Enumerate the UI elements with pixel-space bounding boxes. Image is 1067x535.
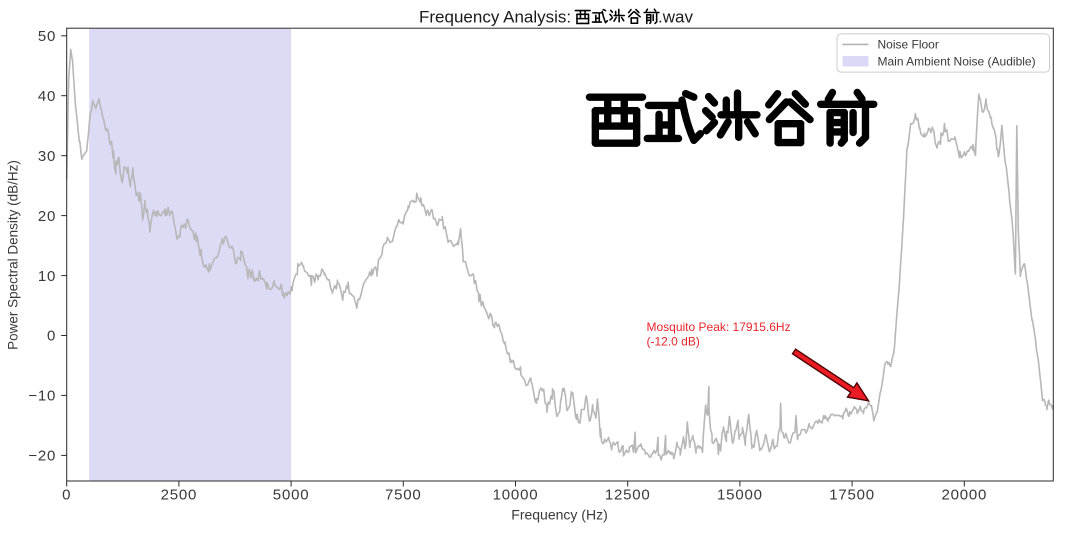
svg-text:20: 20 bbox=[38, 208, 56, 225]
svg-text:Noise Floor: Noise Floor bbox=[878, 38, 939, 52]
svg-text:Frequency (Hz): Frequency (Hz) bbox=[511, 507, 607, 523]
svg-text:−10: −10 bbox=[28, 388, 56, 405]
svg-text:Power Spectral Density (dB/Hz): Power Spectral Density (dB/Hz) bbox=[6, 160, 21, 350]
svg-text:10: 10 bbox=[38, 268, 56, 285]
svg-text:30: 30 bbox=[38, 148, 56, 165]
svg-text:50: 50 bbox=[38, 28, 56, 45]
svg-text:0: 0 bbox=[47, 328, 56, 345]
svg-text:10000: 10000 bbox=[493, 487, 539, 504]
svg-text:0: 0 bbox=[62, 487, 71, 504]
svg-text:Main Ambient Noise (Audible): Main Ambient Noise (Audible) bbox=[878, 54, 1036, 68]
svg-text:7500: 7500 bbox=[385, 487, 422, 504]
svg-text:Frequency Analysis:: Frequency Analysis: bbox=[419, 8, 571, 27]
svg-text:.wav: .wav bbox=[658, 8, 693, 27]
svg-text:40: 40 bbox=[38, 88, 56, 105]
svg-text:−20: −20 bbox=[28, 448, 56, 465]
svg-text:17500: 17500 bbox=[829, 487, 875, 504]
svg-text:5000: 5000 bbox=[273, 487, 310, 504]
svg-text:20000: 20000 bbox=[941, 487, 987, 504]
svg-text:12500: 12500 bbox=[605, 487, 651, 504]
svg-text:(-12.0 dB): (-12.0 dB) bbox=[647, 335, 700, 349]
svg-text:Mosquito Peak: 17915.6Hz: Mosquito Peak: 17915.6Hz bbox=[647, 320, 791, 334]
svg-text:15000: 15000 bbox=[717, 487, 763, 504]
svg-text:2500: 2500 bbox=[161, 487, 198, 504]
